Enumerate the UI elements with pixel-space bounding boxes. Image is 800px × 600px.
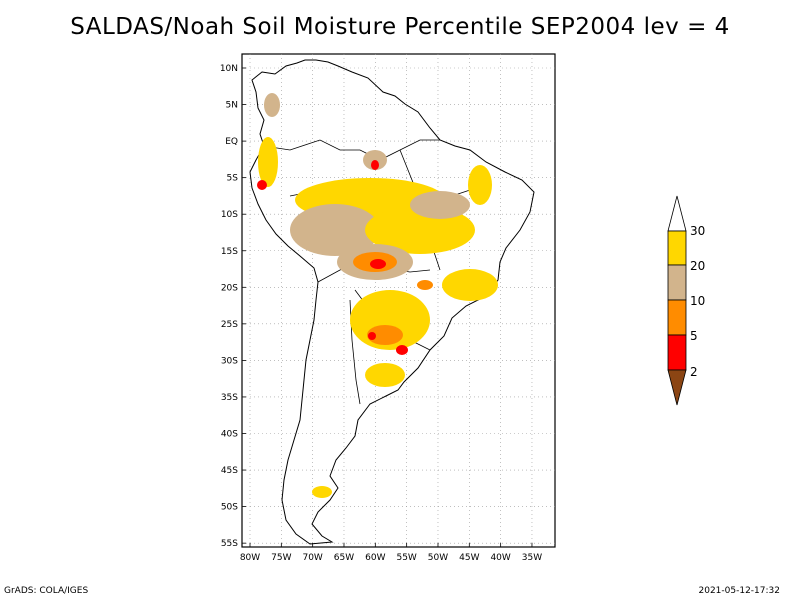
legend-label-20: 20 (690, 259, 705, 273)
lon-label-55w: 55W (396, 553, 416, 563)
south-america-outline (249, 59, 535, 545)
map-panel (241, 53, 556, 548)
legend-10-20-segment (667, 264, 687, 301)
lon-label-50w: 50W (428, 553, 448, 563)
lon-label-75w: 75W (271, 553, 291, 563)
lon-label-65w: 65W (334, 553, 354, 563)
lat-label-55s: 55S (221, 539, 238, 549)
legend-label-2: 2 (690, 365, 698, 379)
lat-label-50s: 50S (221, 503, 238, 513)
footer-timestamp: 2021-05-12-17:32 (698, 586, 781, 596)
lon-label-70w: 70W (302, 553, 322, 563)
field-2-5-e (371, 160, 379, 170)
field-2-5-d (257, 180, 267, 190)
field-20-30-e (442, 269, 498, 301)
legend-5-10-segment (667, 299, 687, 336)
field-20-30-f (468, 165, 492, 205)
legend-colorbar: 30 20 10 5 2 (667, 195, 705, 406)
lat-label-25s: 25S (221, 320, 238, 330)
legend-below-2-triangle (667, 369, 687, 406)
lon-label-35w: 35W (522, 553, 542, 563)
legend-label-5: 5 (690, 329, 698, 343)
footer-credit: GrADS: COLA/IGES (4, 586, 89, 596)
latitude-labels: 10N 5N EQ 5S 10S 15S 20S 25S 30S 35S 40S 45S 50S 55S (220, 64, 246, 549)
lon-label-40w: 40W (490, 553, 510, 563)
field-5-10-c (417, 280, 433, 290)
lon-label-80w: 80W (240, 553, 260, 563)
field-10-20-a (290, 204, 380, 256)
legend-label-10: 10 (690, 294, 705, 308)
lat-label-eq: EQ (225, 137, 238, 147)
lat-label-20s: 20S (221, 283, 238, 293)
field-20-30-h (312, 486, 332, 498)
lat-label-5n: 5N (226, 101, 238, 111)
lat-label-10s: 10S (221, 210, 238, 220)
field-2-5-c (396, 345, 408, 355)
lat-label-5s: 5S (227, 174, 239, 184)
lon-label-45w: 45W (459, 553, 479, 563)
field-20-30-g (258, 137, 278, 187)
legend-label-30: 30 (690, 224, 705, 238)
lat-label-15s: 15S (221, 247, 238, 257)
field-2-5-a (370, 259, 386, 269)
lat-label-10n: 10N (220, 64, 238, 74)
longitude-labels: 80W 75W 70W 65W 60W 55W 50W 45W 40W 35W (240, 543, 542, 563)
field-5-10-b (367, 325, 403, 345)
lon-label-60w: 60W (365, 553, 385, 563)
map-title: SALDAS/Noah Soil Moisture Percentile SEP… (70, 14, 730, 40)
field-2-5-b (368, 332, 376, 340)
legend-above-30-triangle (667, 195, 687, 232)
percentile-fields (257, 93, 498, 498)
field-10-20-e (264, 93, 280, 117)
lat-label-35s: 35S (221, 393, 238, 403)
field-20-30-d (365, 363, 405, 387)
legend-2-5-segment (667, 334, 687, 371)
field-10-20-b (410, 191, 470, 219)
lat-label-40s: 40S (221, 430, 238, 440)
legend-20-30-segment (667, 230, 687, 266)
lat-label-45s: 45S (221, 466, 238, 476)
lat-label-30s: 30S (221, 356, 238, 366)
